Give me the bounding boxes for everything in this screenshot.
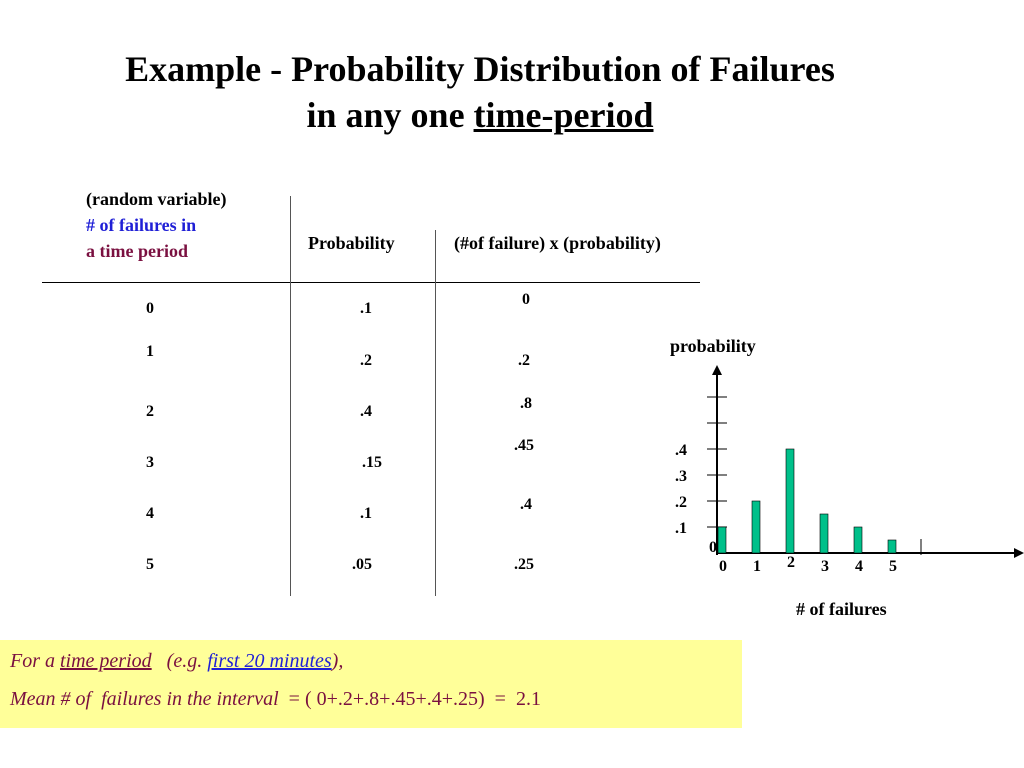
chart-x-tick-label: 4 <box>855 558 863 575</box>
title-time-period: time-period <box>473 95 654 135</box>
probability-bar-chart: probability # of failures .1 .2 .3 .4 00 1 2 3 4… <box>670 336 1024 619</box>
chart-x-tick-label: 3 <box>821 558 829 575</box>
note-line1-mid: (e.g. <box>151 650 208 672</box>
table-cell-product-1: .2 <box>518 352 530 369</box>
header-probability: Probability <box>308 233 395 253</box>
note-line-1: For a time period (e.g. first 20 minutes… <box>10 650 343 673</box>
note-line1-suffix: ), <box>331 650 344 672</box>
table-cell-probability-4: .1 <box>360 505 372 522</box>
table-cell-probability-3: .15 <box>362 454 382 471</box>
page-title: Example - Probability Distribution of Fa… <box>0 46 960 138</box>
chart-y-axis-arrow <box>712 365 722 375</box>
table-cell-product-3: .45 <box>514 437 534 454</box>
table-cell-probability-0: .1 <box>360 300 372 317</box>
header-col1-line-1: (random variable) <box>86 189 227 209</box>
chart-bar <box>819 513 829 554</box>
note-mean-formula: = ( 0+.2+.8+.45+.4+.25) = 2.1 <box>288 688 541 710</box>
note-time-period: time period <box>60 650 152 672</box>
table-column-divider-1 <box>290 196 291 596</box>
table-cell-failures-4: 4 <box>146 505 154 522</box>
chart-y-tick-label: .3 <box>675 468 687 485</box>
table-cell-failures-2: 2 <box>146 403 154 420</box>
title-line-2-prefix: in any one <box>306 95 474 135</box>
chart-x-tick-label: 1 <box>753 558 761 575</box>
note-mean-label: Mean # of failures in the interval <box>10 688 289 710</box>
note-line1-prefix: For a <box>10 650 60 672</box>
table-cell-probability-5: .05 <box>352 556 372 573</box>
chart-y-tick-label: .4 <box>675 442 687 459</box>
chart-y-tick-label: .1 <box>675 520 687 537</box>
chart-bar <box>751 500 761 554</box>
table-cell-product-0: 0 <box>522 291 530 308</box>
header-col1-line-2: # of failures in <box>86 215 197 235</box>
chart-y-tick-label: .2 <box>675 494 687 511</box>
mean-note-box: For a time period (e.g. first 20 minutes… <box>0 640 742 728</box>
chart-x-tick-label: 5 <box>889 558 897 575</box>
table-cell-failures-0: 0 <box>146 300 154 317</box>
header-expected: (#of failure) x (probability) <box>454 233 661 253</box>
chart-bar <box>887 539 897 554</box>
header-random-variable: (random variable) # of failures in a tim… <box>86 186 226 264</box>
table-cell-failures-5: 5 <box>146 556 154 573</box>
table-column-divider-2 <box>435 230 436 596</box>
chart-x-tick-label: 2 <box>787 554 795 571</box>
table-cell-probability-1: .2 <box>360 352 372 369</box>
chart-bar <box>785 448 795 554</box>
chart-y-origin-label: 0 <box>709 539 717 556</box>
table-cell-product-5: .25 <box>514 556 534 573</box>
header-col1-line-3: a time period <box>86 241 188 261</box>
chart-xlabel: # of failures <box>796 599 887 619</box>
table-cell-failures-3: 3 <box>146 454 154 471</box>
chart-bar <box>853 526 863 554</box>
table-cell-probability-2: .4 <box>360 403 372 420</box>
title-line-1: Example - Probability Distribution of Fa… <box>125 49 835 89</box>
chart-bar <box>717 526 727 554</box>
note-first-20-minutes-link[interactable]: first 20 minutes <box>207 650 332 672</box>
note-line-2: Mean # of failures in the interval = ( 0… <box>10 688 541 711</box>
table-cell-product-2: .8 <box>520 395 532 412</box>
table-header-divider <box>42 282 700 283</box>
title-line-2: in any one time-period <box>0 92 960 138</box>
table-cell-product-4: .4 <box>520 496 532 513</box>
chart-ylabel: probability <box>670 336 756 356</box>
table-cell-failures-1: 1 <box>146 343 154 360</box>
chart-x-tick-label: 0 <box>719 558 727 575</box>
chart-x-axis-arrow <box>1014 548 1024 558</box>
